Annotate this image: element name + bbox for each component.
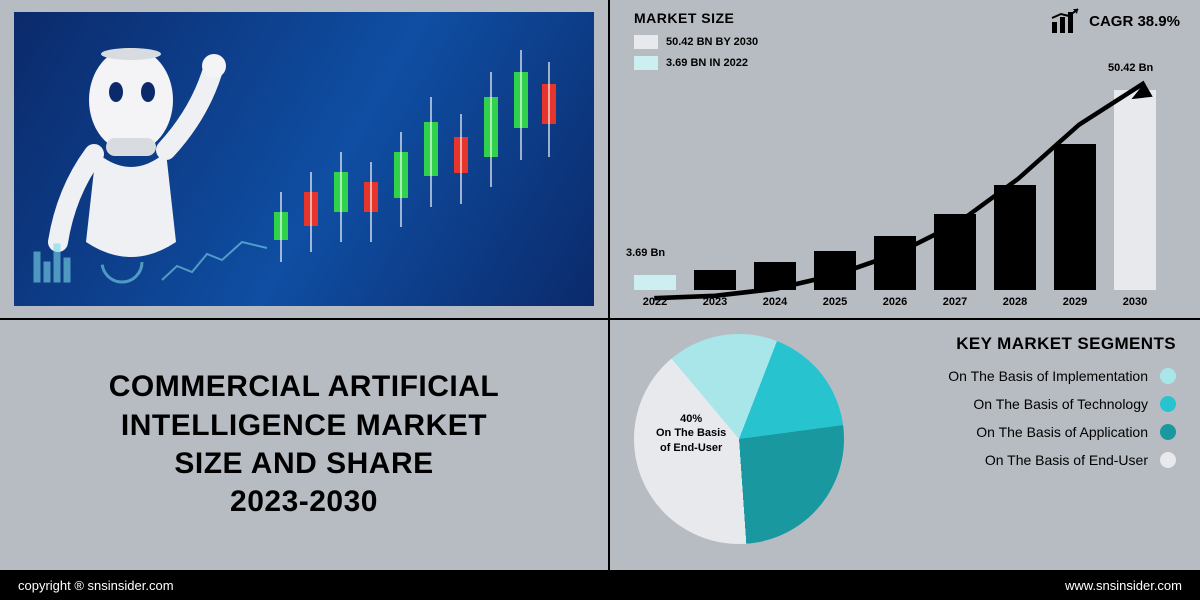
segments-panel: 40%On The Basisof End-User KEY MARKET SE… [610, 320, 1200, 570]
footer-right: www.snsinsider.com [1065, 578, 1182, 593]
segment-legend-item: On The Basis of Implementation [872, 368, 1176, 384]
legend-dot [1160, 368, 1176, 384]
candle [424, 122, 438, 176]
cagr-icon [1051, 8, 1081, 34]
trend-arrow [634, 78, 1180, 312]
footer-left: copyright ® snsinsider.com [18, 578, 174, 593]
market-size-panel: MARKET SIZE 50.42 BN BY 20303.69 BN IN 2… [610, 0, 1200, 320]
candle [364, 182, 378, 212]
legend-item: 50.42 BN BY 2030 [634, 32, 758, 53]
legend-dot [1160, 452, 1176, 468]
candle [484, 97, 498, 157]
hero-panel [0, 0, 610, 320]
candle [274, 212, 288, 240]
candle [542, 84, 556, 124]
footer: copyright ® snsinsider.com www.snsinside… [0, 570, 1200, 600]
market-size-legend: 50.42 BN BY 20303.69 BN IN 2022 [634, 32, 758, 74]
bar-chart: 2022202320242025202620272028202920303.69… [634, 78, 1180, 312]
legend-item: 3.69 BN IN 2022 [634, 53, 758, 74]
segment-legend-item: On The Basis of End-User [872, 452, 1176, 468]
hero-image [14, 12, 594, 306]
pie-callout: 40%On The Basisof End-User [656, 412, 726, 455]
segment-legend-item: On The Basis of Technology [872, 396, 1176, 412]
segment-legend-item: On The Basis of Application [872, 424, 1176, 440]
candle [334, 172, 348, 212]
candle [454, 137, 468, 173]
candle [514, 72, 528, 128]
segments-legend: On The Basis of Implementation On The Bas… [872, 368, 1176, 468]
cagr-label: CAGR 38.9% [1089, 13, 1180, 30]
candle [394, 152, 408, 198]
title-panel: COMMERCIAL ARTIFICIAL INTELLIGENCE MARKE… [0, 320, 610, 570]
candlestick-chart [264, 42, 564, 272]
market-size-title: MARKET SIZE [634, 10, 758, 26]
mini-charts-decor [32, 232, 272, 292]
legend-dot [1160, 396, 1176, 412]
infographic-title: COMMERCIAL ARTIFICIAL INTELLIGENCE MARKE… [109, 368, 499, 522]
segments-heading: KEY MARKET SEGMENTS [872, 334, 1176, 354]
pie-chart: 40%On The Basisof End-User [634, 334, 844, 544]
legend-dot [1160, 424, 1176, 440]
value-callout: 50.42 Bn [1108, 62, 1153, 74]
candle [304, 192, 318, 226]
cagr-block: CAGR 38.9% [1051, 8, 1180, 34]
